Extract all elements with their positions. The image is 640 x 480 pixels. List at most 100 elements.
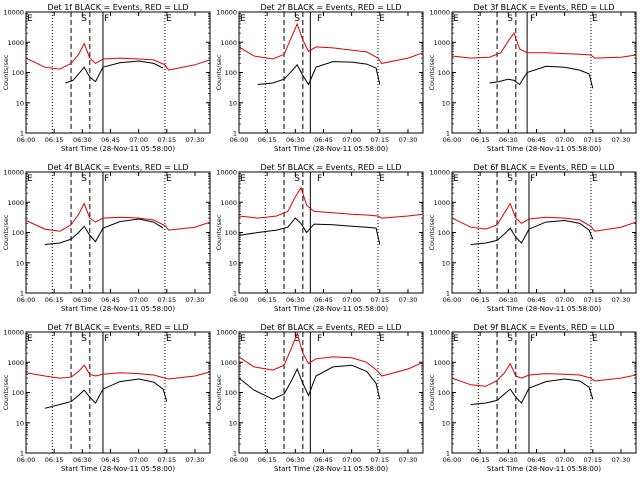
y-axis-label: Counts/sec [2,214,10,250]
x-tick-label: 06:45 [527,296,546,304]
plot-frame [451,171,637,294]
marker-label-s: S [294,174,300,184]
plot-frame [25,171,211,294]
y-tick-label: 100 [438,229,450,237]
x-tick-label: 07:00 [129,456,148,464]
x-tick-label: 07:30 [612,456,631,464]
series-line-events [257,61,381,86]
chart-panel: Det 2f BLACK = Events, RED = LLD E E S F 1 10 1… [215,3,424,153]
x-tick-label: 07:00 [129,136,148,144]
y-tick-label: 100 [438,389,450,397]
x-tick-label: 06:00 [443,136,462,144]
marker-label-s: S [81,14,87,24]
x-tick-label: 06:00 [230,456,249,464]
chart-title: Det 1f BLACK = Events, RED = LLD [47,3,188,12]
y-axis-label: Counts/sec [2,374,10,410]
y-tick-label: 1000 [220,39,237,47]
x-tick-label: 07:15 [583,296,602,304]
marker-label-f: F [530,334,535,344]
x-tick-label: 06:30 [499,296,518,304]
series-line-lld [451,202,637,232]
plot-frame [451,11,637,134]
x-tick-label: 07:00 [342,136,361,144]
x-tick-label: 07:15 [583,456,602,464]
chart-title: Det 9f BLACK = Events, RED = LLD [473,323,614,332]
x-tick-label: 07:15 [370,456,389,464]
x-tick-label: 07:30 [186,456,205,464]
y-tick-label: 1000 [433,199,450,207]
x-tick-label: 06:15 [471,296,490,304]
x-tick-label: 06:00 [17,296,36,304]
y-tick-label: 1000 [433,39,450,47]
marker-label-e: E [592,14,598,24]
y-tick-label: 100 [438,69,450,77]
marker-label-e: E [166,174,172,184]
marker-label-f: F [317,334,322,344]
plot-frame [238,171,424,294]
x-tick-label: 07:00 [555,296,574,304]
chart-title: Det 6f BLACK = Events, RED = LLD [473,163,614,172]
chart-title: Det 2f BLACK = Events, RED = LLD [260,3,401,12]
series-line-events [470,378,594,405]
y-tick-label: 100 [225,69,237,77]
marker-label-e: E [240,174,246,184]
marker-label-e: E [592,174,598,184]
y-tick-label: 100 [12,229,24,237]
marker-label-f: F [104,334,109,344]
y-tick-label: 1 [446,450,450,458]
x-tick-label: 06:15 [258,136,277,144]
chart-panel: Det 7f BLACK = Events, RED = LLD E E S F 1 10 1… [2,323,211,473]
x-tick-label: 07:30 [399,136,418,144]
series-line-events [238,364,381,400]
x-tick-label: 07:00 [342,296,361,304]
marker-label-s: S [81,334,87,344]
y-axis-label: Counts/sec [215,54,223,90]
x-tick-label: 06:15 [258,456,277,464]
x-tick-label: 06:00 [230,136,249,144]
x-tick-label: 06:30 [286,136,305,144]
y-tick-label: 10000 [216,169,237,177]
x-tick-label: 07:30 [186,136,205,144]
marker-label-e: E [240,14,246,24]
x-tick-label: 06:00 [443,296,462,304]
y-tick-label: 10 [229,99,237,107]
chart-title: Det 5f BLACK = Events, RED = LLD [260,163,401,172]
chart-panel: Det 3f BLACK = Events, RED = LLD E E S F 1 10 1… [428,3,637,153]
x-tick-label: 07:30 [612,136,631,144]
y-axis-label: Counts/sec [428,214,436,250]
plot-frame [25,11,211,134]
marker-label-s: S [81,174,87,184]
x-tick-label: 07:15 [157,296,176,304]
marker-label-f: F [317,14,322,24]
series-line-lld [451,32,637,59]
chart-panel: Det 5f BLACK = Events, RED = LLD E E S F 1 10 1… [215,163,424,313]
marker-label-e: E [379,174,385,184]
chart-panel: Det 4f BLACK = Events, RED = LLD E E S F 1 10 1… [2,163,211,313]
plot-frame [451,331,637,454]
y-tick-label: 10000 [429,169,450,177]
y-tick-label: 10 [16,99,24,107]
x-tick-label: 06:15 [45,456,64,464]
x-tick-label: 07:00 [555,456,574,464]
y-tick-label: 10 [229,419,237,427]
x-tick-label: 06:00 [17,136,36,144]
x-tick-label: 07:30 [186,296,205,304]
x-axis-label: Start Time (28-Nov-11 05:58:00) [487,145,601,153]
x-tick-label: 06:00 [17,456,36,464]
y-tick-label: 1 [20,290,24,298]
y-tick-label: 10000 [3,329,24,337]
chart-title: Det 3f BLACK = Events, RED = LLD [473,3,614,12]
y-tick-label: 10 [442,99,450,107]
x-axis-label: Start Time (28-Nov-11 05:58:00) [487,465,601,473]
series-line-lld [25,42,211,71]
y-tick-label: 10000 [3,9,24,17]
series-line-lld [25,364,211,380]
y-tick-label: 10000 [3,169,24,177]
marker-label-e: E [453,14,459,24]
series-line-events [44,378,168,409]
y-tick-label: 1 [233,130,237,138]
y-tick-label: 1000 [220,199,237,207]
x-tick-label: 06:45 [527,136,546,144]
plot-frame [25,331,211,454]
